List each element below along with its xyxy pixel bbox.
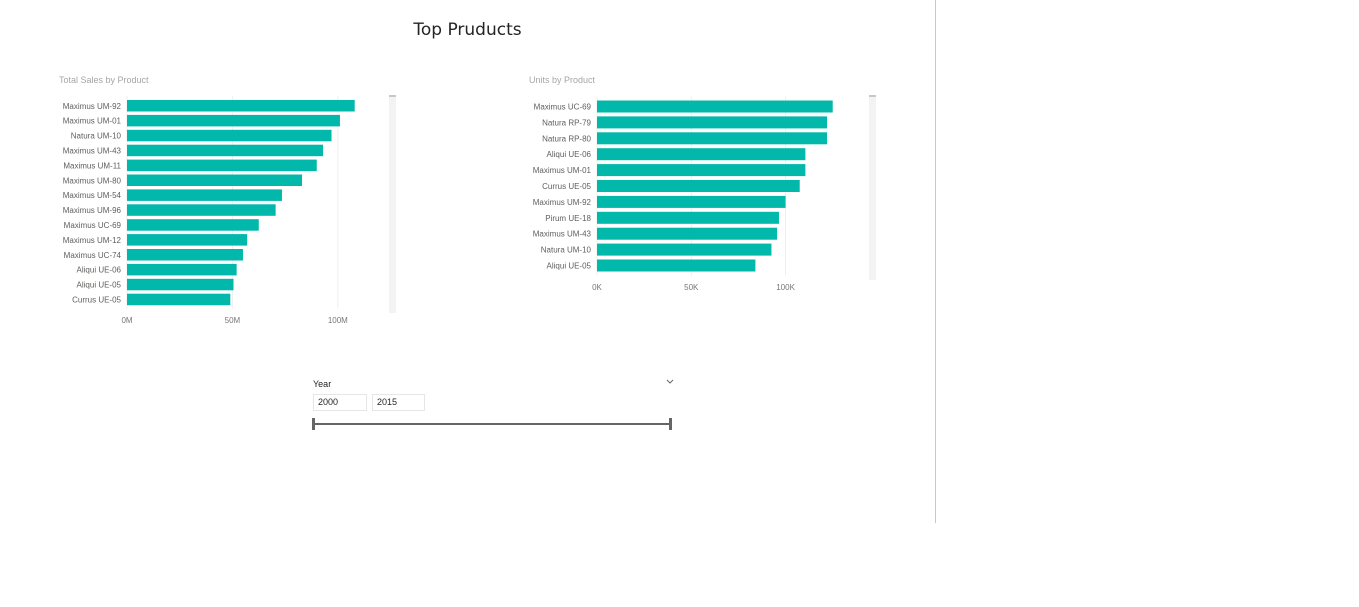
category-label: Aliqui UE-06 bbox=[547, 150, 592, 159]
bar[interactable] bbox=[127, 263, 237, 276]
bar[interactable] bbox=[597, 100, 833, 113]
category-label: Pirum UE-18 bbox=[545, 214, 591, 223]
category-label: Maximus UM-11 bbox=[63, 161, 121, 170]
bar[interactable] bbox=[127, 159, 317, 172]
bar-chart-svg: Maximus UM-92 Maximus UM-01 Natura UM-10 Ma… bbox=[63, 96, 355, 325]
category-label: Maximus UM-96 bbox=[63, 206, 122, 215]
category-label: Maximus UM-01 bbox=[63, 117, 122, 126]
category-label: Aliqui UE-06 bbox=[77, 266, 122, 275]
category-label: Maximus UC-74 bbox=[64, 251, 122, 260]
scrollbar-track[interactable] bbox=[869, 95, 876, 280]
category-label: Maximus UM-12 bbox=[63, 236, 122, 245]
scrollbar-thumb[interactable] bbox=[389, 95, 396, 97]
category-label: Maximus UM-92 bbox=[63, 102, 122, 111]
category-label: Currus UE-05 bbox=[542, 182, 591, 191]
slider-end-handle[interactable] bbox=[669, 418, 672, 430]
slider-start-handle[interactable] bbox=[312, 418, 315, 430]
category-label: Natura RP-80 bbox=[542, 134, 591, 143]
bar[interactable] bbox=[597, 227, 778, 240]
category-label: Natura UM-10 bbox=[541, 246, 592, 255]
page-title: Top Pruducts bbox=[413, 20, 522, 40]
x-tick-label: 100K bbox=[776, 283, 795, 292]
bar[interactable] bbox=[597, 116, 828, 129]
bar[interactable] bbox=[127, 219, 259, 231]
category-label: Maximus UM-43 bbox=[63, 146, 122, 155]
category-label: Aliqui UE-05 bbox=[547, 262, 592, 271]
bar[interactable] bbox=[127, 129, 332, 142]
x-tick-label: 0K bbox=[592, 283, 602, 292]
category-label: Natura UM-10 bbox=[71, 132, 122, 141]
bar[interactable] bbox=[597, 243, 772, 256]
bar[interactable] bbox=[127, 189, 282, 201]
category-label: Maximus UC-69 bbox=[64, 221, 122, 230]
chart-title: Units by Product bbox=[529, 75, 596, 85]
x-tick-label: 100M bbox=[328, 316, 348, 325]
category-label: Maximus UM-80 bbox=[63, 176, 122, 185]
slicer-header-label: Year bbox=[313, 379, 332, 389]
category-label: Currus UE-05 bbox=[72, 295, 121, 304]
category-label: Aliqui UE-05 bbox=[77, 281, 122, 290]
bar[interactable] bbox=[597, 164, 806, 177]
bar[interactable] bbox=[597, 132, 828, 145]
sales-by-product-chart[interactable]: Total Sales by Product Maximus UM-92 Maxi… bbox=[0, 70, 400, 330]
bar[interactable] bbox=[597, 148, 806, 161]
bar[interactable] bbox=[127, 278, 234, 291]
bar[interactable] bbox=[127, 100, 355, 112]
report-canvas: Top Pruducts Total Sales by Product Maxi… bbox=[0, 0, 936, 523]
bar[interactable] bbox=[127, 249, 243, 261]
x-tick-label: 0M bbox=[121, 316, 132, 325]
chart-title: Total Sales by Product bbox=[59, 75, 149, 85]
bar[interactable] bbox=[127, 144, 324, 157]
slider-track[interactable] bbox=[313, 423, 671, 425]
category-label: Maximus UM-92 bbox=[533, 198, 592, 207]
year-slicer[interactable]: Year 2000 2015 bbox=[312, 376, 675, 436]
range-start-input[interactable]: 2000 bbox=[313, 394, 367, 411]
x-tick-label: 50M bbox=[225, 316, 241, 325]
x-tick-label: 50K bbox=[684, 283, 699, 292]
range-end-input[interactable]: 2015 bbox=[372, 394, 425, 411]
bar[interactable] bbox=[597, 211, 779, 224]
bar[interactable] bbox=[597, 195, 786, 208]
bar[interactable] bbox=[127, 234, 248, 246]
units-by-product-chart[interactable]: Units by Product Maximus UC-69 Natura RP-… bbox=[470, 70, 880, 300]
scrollbar-thumb[interactable] bbox=[869, 95, 876, 97]
category-label: Maximus UM-54 bbox=[63, 191, 122, 200]
bar[interactable] bbox=[597, 180, 800, 192]
bar[interactable] bbox=[597, 259, 756, 272]
bar[interactable] bbox=[127, 204, 276, 216]
bar[interactable] bbox=[127, 293, 231, 306]
bar-chart-svg: Maximus UC-69 Natura RP-79 Natura RP-80 Ali… bbox=[533, 96, 833, 292]
bar[interactable] bbox=[127, 174, 302, 187]
bar[interactable] bbox=[127, 114, 340, 127]
category-label: Maximus UM-01 bbox=[533, 166, 592, 175]
category-label: Maximus UC-69 bbox=[534, 103, 592, 112]
category-label: Maximus UM-43 bbox=[533, 230, 592, 239]
category-label: Natura RP-79 bbox=[542, 118, 591, 127]
chevron-down-icon[interactable] bbox=[665, 376, 675, 388]
scrollbar-track[interactable] bbox=[389, 95, 396, 313]
